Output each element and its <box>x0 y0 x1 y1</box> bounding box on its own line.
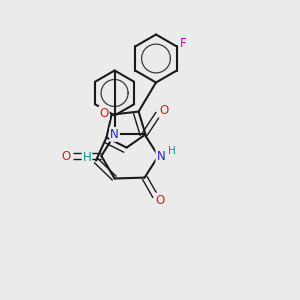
Text: N: N <box>110 128 119 141</box>
Text: H: H <box>168 146 176 157</box>
Text: O: O <box>159 104 168 117</box>
Text: O: O <box>155 194 164 207</box>
Text: N: N <box>156 149 165 163</box>
Text: F: F <box>180 37 187 50</box>
Text: O: O <box>100 106 109 120</box>
Text: O: O <box>61 149 70 163</box>
Text: H: H <box>82 151 91 164</box>
